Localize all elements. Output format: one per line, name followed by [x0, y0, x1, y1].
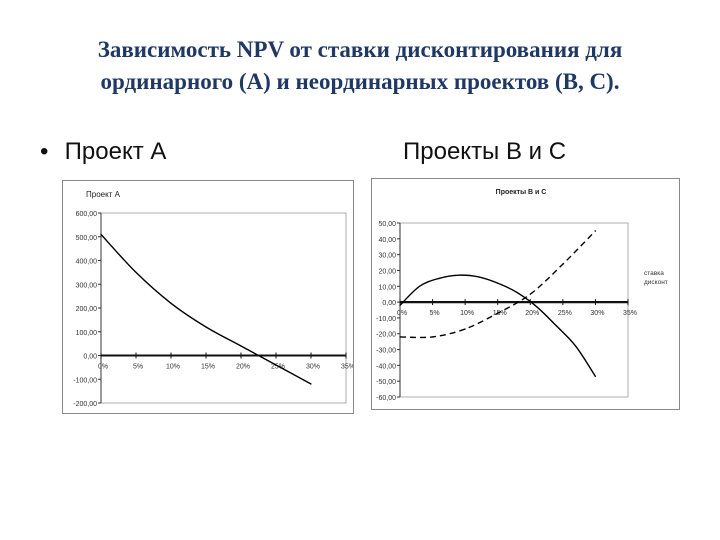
y-tick-label: 10,00 [378, 284, 396, 291]
legend-text: ставка [644, 270, 664, 277]
data-point [418, 285, 421, 287]
chart-a-svg: Проект А 600,00 500,00 400,00 300,00 200,00 10… [73, 190, 355, 408]
bullet-label: Проект А [64, 138, 167, 165]
data-point [536, 306, 538, 308]
x-tick-label: 35% [341, 364, 353, 371]
y-tick-label: 20,00 [378, 268, 396, 275]
x-tick-label: 0% [397, 310, 407, 317]
x-tick-label: 15% [201, 364, 215, 371]
data-point [399, 304, 401, 306]
x-tick-label: 20% [236, 364, 250, 371]
legend-text: дисконт [644, 279, 668, 286]
y-tick-label: 0,00 [382, 300, 396, 307]
y-tick-label: -200,00 [73, 401, 97, 408]
y-tick-label: 200,00 [76, 306, 98, 313]
y-tick-label: -10,00 [376, 316, 396, 323]
y-tick-label: -40,00 [376, 363, 396, 370]
x-tick-label: 30% [306, 364, 320, 371]
data-point [497, 282, 499, 284]
data-point [310, 383, 312, 385]
data-point [594, 375, 597, 378]
data-point [464, 328, 466, 330]
data-point [431, 336, 434, 338]
chart-project-a: Проект А 600,00 500,00 400,00 300,00 200,00 10… [62, 180, 355, 414]
y-tick-label: -30,00 [376, 348, 396, 355]
data-point [458, 274, 460, 276]
chart-title: Проекты В и С [496, 189, 547, 196]
y-tick-label: 500,00 [76, 235, 98, 242]
y-tick-label: -60,00 [376, 395, 396, 402]
x-tick-label: 15% [493, 310, 507, 317]
x-tick-label: 35% [623, 310, 637, 317]
slide-title: Зависимость NPV от ставки дисконтировани… [20, 34, 700, 98]
y-tick-label: 40,00 [378, 237, 396, 244]
data-point [594, 230, 597, 232]
data-point [562, 263, 564, 265]
y-tick-label: 100,00 [76, 330, 98, 337]
y-tick-label: 0,00 [83, 354, 97, 361]
y-tick-label: 400,00 [76, 259, 98, 266]
y-tick-label: -50,00 [376, 379, 396, 386]
x-tick-label: 10% [166, 364, 180, 371]
chart-projects-b-c: Проекты В и С 50,00 40,00 30,00 20,00 10,00 0,… [371, 178, 680, 410]
data-point [529, 293, 531, 295]
chart-title: Проект А [86, 190, 121, 199]
y-tick-label: 300,00 [76, 282, 98, 289]
data-point [516, 292, 518, 294]
chart-bc-svg: Проекты В и С 50,00 40,00 30,00 20,00 10,00 0,… [376, 189, 668, 402]
slide-title-line-1: Зависимость NPV от ставки дисконтировани… [97, 37, 623, 62]
x-tick-label: 5% [430, 310, 440, 317]
slide-title-line-2: ординарного (А) и неординарных проектов … [100, 69, 620, 94]
data-point [438, 277, 440, 279]
data-point [170, 302, 172, 304]
x-tick-label: 0% [98, 364, 108, 371]
y-tick-label: -20,00 [376, 332, 396, 339]
data-point [135, 271, 137, 273]
data-point [575, 345, 577, 347]
data-point [555, 325, 557, 327]
bullet-dot: • [40, 138, 49, 165]
data-point [399, 336, 401, 338]
x-tick-label: 10% [460, 310, 474, 317]
y-tick-label: 600,00 [76, 211, 98, 218]
x-tick-label: 25% [271, 364, 285, 371]
y-tick-label: 50,00 [378, 221, 396, 228]
x-tick-label: 25% [558, 310, 572, 317]
y-tick-label: -100,00 [73, 377, 97, 384]
data-point [100, 233, 102, 235]
y-tick-label: 30,00 [378, 253, 396, 260]
series-line-solid [399, 274, 596, 377]
x-tick-label: 20% [525, 310, 539, 317]
data-point [477, 276, 479, 278]
plot-area-frame [100, 212, 347, 404]
data-point [497, 312, 499, 314]
data-point [205, 326, 207, 328]
bullet-item: • Проект А [40, 138, 166, 166]
right-heading: Проекты В и С [403, 138, 567, 165]
data-point [240, 345, 242, 347]
series-line-dashed [399, 230, 596, 339]
series-line-solid [100, 233, 312, 385]
data-point [275, 364, 277, 366]
x-tick-label: 5% [133, 364, 143, 371]
x-tick-label: 30% [590, 310, 604, 317]
